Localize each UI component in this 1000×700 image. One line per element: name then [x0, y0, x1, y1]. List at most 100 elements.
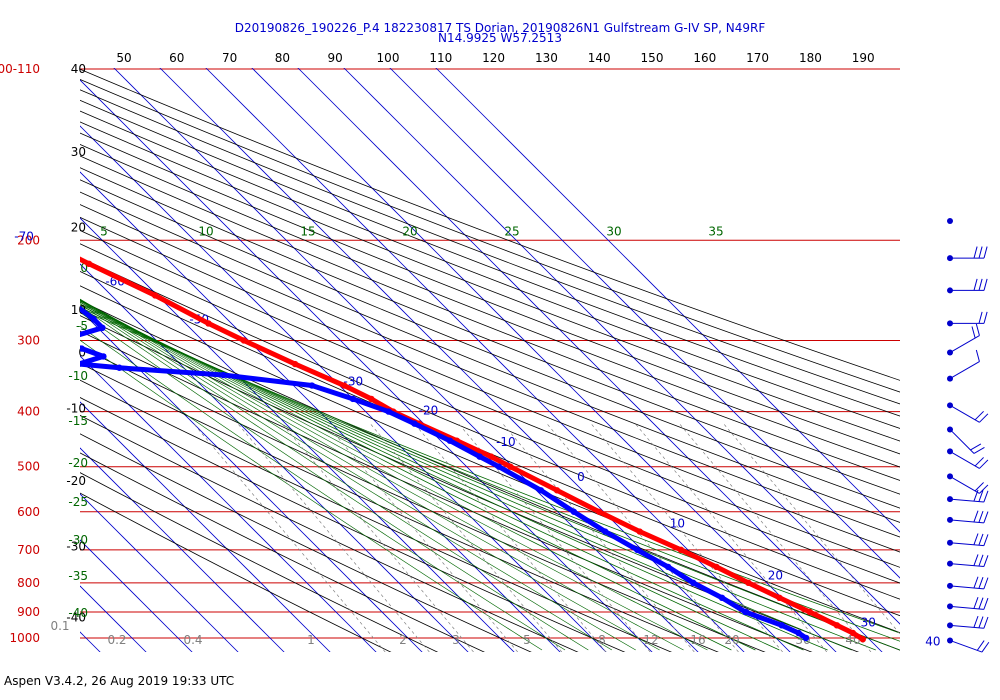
top-axis-label: 190	[852, 51, 875, 65]
isotherm-label: -70	[14, 229, 34, 243]
top-axis-label: 120	[482, 51, 505, 65]
isotherm-line	[80, 493, 239, 652]
height-label: -10	[66, 401, 86, 415]
isotherm-label: 20	[768, 569, 783, 583]
adiabat-label: 5	[100, 224, 108, 238]
wind-barb-flag	[983, 577, 989, 590]
dewpoint-profile-point	[690, 579, 697, 587]
pressure-label: 700	[17, 543, 40, 557]
dewpoint-profile-point	[476, 453, 483, 460]
wind-barb-staff	[949, 585, 984, 590]
moist-adiabat-line	[80, 299, 804, 651]
dewpoint-profile-point	[29, 282, 35, 288]
wind-barb-flag	[974, 457, 984, 467]
dry-adiabat-line	[80, 229, 900, 568]
mixing-ratio-line	[281, 423, 474, 652]
wind-barb-staff	[949, 361, 980, 380]
wind-barb-flag	[983, 490, 989, 503]
mixing-ratio-label: 8	[598, 633, 606, 647]
isotherm-line	[80, 539, 193, 652]
dry-adiabat-line	[80, 379, 673, 652]
wind-barb-staff	[949, 563, 984, 568]
temperature-profile-point	[595, 508, 603, 515]
dewpoint-profile-point	[802, 634, 810, 642]
temperature-profile-point	[859, 636, 866, 643]
moist-adiabat-line	[80, 300, 684, 651]
temperature-profile-point	[368, 395, 375, 403]
mixing-ratio-line	[193, 423, 386, 652]
wind-barb-flag	[973, 447, 985, 454]
wind-barb-staff	[949, 335, 980, 353]
pressure-label: 100-110	[0, 62, 40, 76]
dry-adiabat-line	[80, 68, 900, 381]
pressure-label: 200	[17, 233, 40, 247]
wind-barb-flag	[973, 278, 978, 291]
wind-barb-station	[947, 218, 953, 225]
dry-adiabat-line	[80, 191, 900, 523]
mixing-ratio-line	[723, 423, 900, 635]
top-axis-label: 100	[377, 51, 400, 65]
dewpoint-profile-point	[80, 361, 83, 368]
mixing-ratio-label: 0.2	[107, 633, 126, 647]
wind-barb-flag	[981, 641, 990, 653]
dry-adiabat-line	[80, 452, 485, 652]
moist-adiabat-line	[80, 299, 708, 651]
wind-barb-flag	[979, 484, 989, 494]
dry-adiabat-line	[80, 132, 900, 455]
wind-barb-staff	[949, 542, 984, 547]
mixing-ratio-line	[502, 423, 695, 652]
isotherm-line	[205, 68, 791, 652]
dry-adiabat-line	[80, 271, 900, 617]
moist-adiabat-line	[80, 303, 636, 651]
isotherm-line	[80, 355, 377, 652]
wind-barb-flag	[979, 459, 989, 469]
wind-barb-staff	[949, 624, 984, 629]
top-axis-label: 80	[275, 51, 290, 65]
wind-barb-flag	[983, 534, 989, 546]
moist-adiabat-line	[80, 305, 613, 651]
wind-barb-flag	[983, 311, 988, 324]
temperature-profile-point	[849, 629, 857, 637]
mixing-ratio-label: 16	[690, 633, 705, 647]
dewpoint-profile-point	[90, 315, 97, 323]
mixing-ratio-label: 5	[523, 633, 531, 647]
moist-adiabat-line	[80, 298, 756, 651]
temperature-profile-line	[80, 256, 866, 642]
temperature-profile-point	[553, 487, 561, 494]
wind-barb-flag	[974, 482, 984, 492]
top-axis-label: 70	[222, 51, 237, 65]
height-label: -20	[66, 474, 86, 488]
dry-adiabat-line	[80, 315, 860, 652]
dry-adiabat-line	[80, 204, 900, 538]
mixing-ratio-line	[679, 423, 872, 652]
wind-barb-flag	[974, 410, 984, 421]
wind-barb-flag	[973, 510, 979, 523]
dry-adiabat-line	[80, 285, 900, 634]
dewpoint-profile-point	[99, 324, 106, 332]
isotherm-label: 0	[577, 470, 585, 484]
moist-adiabat-line	[80, 325, 566, 651]
wind-barb-flag	[983, 555, 989, 567]
wind-barb-flag	[983, 616, 989, 629]
dry-adiabat-line	[80, 300, 900, 651]
wind-barb-staff	[949, 450, 980, 469]
mixing-ratio-label: 0.1	[50, 619, 69, 633]
dewpoint-profile-point	[80, 345, 85, 352]
temperature-profile-point	[745, 579, 752, 587]
dry-adiabat-line	[80, 179, 900, 509]
dry-adiabat-line	[80, 216, 900, 553]
dry-adiabat-line	[80, 243, 900, 584]
dewpoint-profile-point	[570, 508, 578, 515]
top-axis-label: 60	[169, 51, 184, 65]
dewpoint-profile-point	[100, 353, 107, 360]
isotherm-line	[80, 125, 607, 652]
adiabat-label-left: 0	[80, 261, 88, 275]
mixing-ratio-line	[237, 423, 430, 652]
dewpoint-profile-point	[634, 546, 641, 554]
isotherm-label: 40	[925, 634, 940, 648]
mixing-ratio-line	[370, 423, 563, 652]
wind-barb-staff	[949, 639, 983, 653]
moist-adiabat-line	[80, 311, 589, 651]
height-label: -30	[66, 539, 86, 553]
